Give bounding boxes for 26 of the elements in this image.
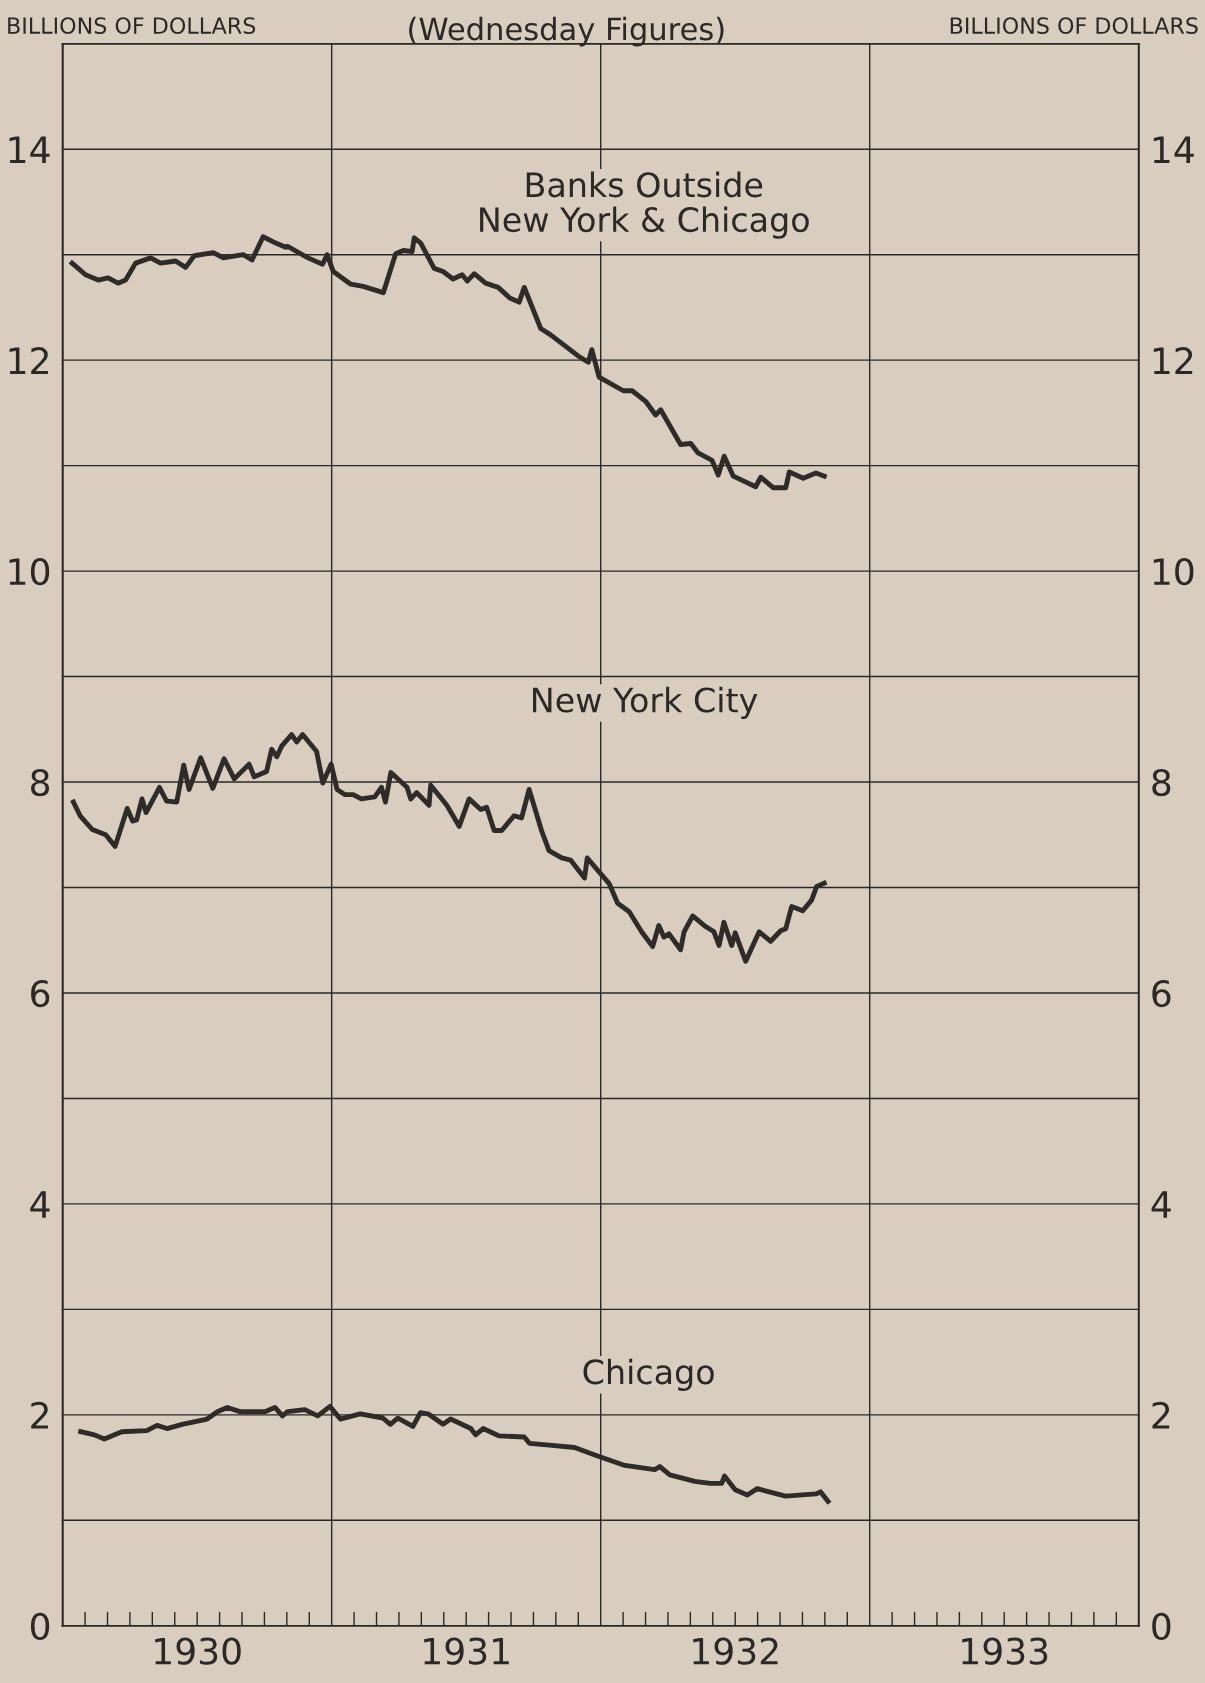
text: New York City [533, 686, 758, 720]
y-tick-label: 12 [9, 347, 48, 374]
y-tick-label: 14 [9, 136, 50, 163]
y2-axis-title: BILLIONS OF DOLLARS [950, 17, 1198, 35]
y2-tick-label: 4 [1151, 1191, 1171, 1218]
x-tick-label: 1932 [693, 1637, 778, 1665]
y2-tick-label: 8 [1152, 768, 1171, 797]
series-label: Chicago [583, 1358, 714, 1391]
series-label: Banks Outside New York & Chicago [480, 171, 809, 239]
y-tick-label: 8 [31, 768, 50, 797]
y2-tick-label: 0 [1152, 1612, 1171, 1641]
y2-tick-label: 14 [1153, 136, 1194, 163]
y2-tick-label: 12 [1153, 347, 1193, 374]
y2-tick-label: 2 [1152, 1401, 1170, 1429]
y-tick-label: 10 [9, 558, 50, 586]
y-axis-title: BILLIONS OF DOLLARS [8, 17, 256, 35]
y-tick-label: 4 [30, 1191, 50, 1218]
x-tick-label: 1931 [424, 1637, 509, 1665]
x-tick-label: 1933 [962, 1637, 1048, 1665]
y-tick-label: 6 [31, 979, 50, 1008]
y-tick-label: 2 [31, 1401, 48, 1429]
y2-tick-label: 10 [1153, 558, 1194, 586]
y2-tick-label: 6 [1152, 979, 1171, 1008]
x-tick-label: 1930 [155, 1637, 241, 1665]
chart-subtitle: (Wednesday Figures) [409, 16, 724, 47]
y-tick-label: 0 [30, 1612, 50, 1641]
